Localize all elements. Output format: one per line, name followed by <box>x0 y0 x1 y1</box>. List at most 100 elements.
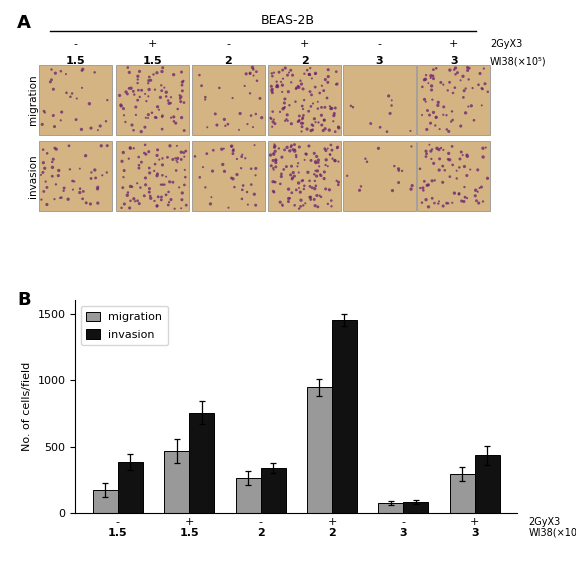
Point <box>419 186 428 195</box>
Text: +: + <box>449 39 458 49</box>
Point <box>128 87 138 96</box>
Point <box>424 79 433 88</box>
Point <box>323 199 332 208</box>
Point <box>320 115 329 124</box>
Point <box>313 158 323 167</box>
Point <box>394 178 403 187</box>
Point <box>122 87 131 97</box>
Point <box>376 123 385 132</box>
Text: 3: 3 <box>471 528 479 538</box>
Point <box>468 83 477 93</box>
Point <box>125 68 134 77</box>
Point <box>281 116 290 126</box>
Point <box>207 193 216 202</box>
Point <box>61 69 70 79</box>
Point <box>126 83 135 93</box>
Point <box>48 163 57 172</box>
Point <box>161 190 170 199</box>
Point <box>459 197 468 206</box>
Point <box>120 199 129 208</box>
Point <box>116 100 126 109</box>
Point <box>168 178 177 187</box>
Point <box>268 186 278 196</box>
Point <box>276 172 286 181</box>
Point <box>283 116 292 126</box>
Point <box>321 75 330 84</box>
Point <box>181 200 191 210</box>
Point <box>247 164 256 173</box>
Point <box>317 120 327 130</box>
Point <box>150 196 159 206</box>
Point <box>313 202 323 211</box>
Point <box>78 65 88 74</box>
Point <box>67 89 77 98</box>
Point <box>197 81 206 90</box>
Point <box>343 171 352 181</box>
Point <box>427 145 437 154</box>
Point <box>153 201 162 210</box>
Point <box>463 151 472 160</box>
Point <box>291 151 301 160</box>
Point <box>133 196 142 206</box>
Point <box>320 174 329 183</box>
Point <box>300 181 309 190</box>
Point <box>298 113 308 122</box>
Point <box>124 154 134 163</box>
Point <box>438 201 448 211</box>
Point <box>451 63 460 72</box>
Point <box>297 119 306 128</box>
Point <box>269 115 278 124</box>
Point <box>144 110 153 119</box>
Point <box>266 113 275 122</box>
Point <box>158 171 167 180</box>
Point <box>126 144 135 153</box>
Point <box>191 152 200 161</box>
Point <box>453 68 462 77</box>
Point <box>77 66 86 75</box>
Point <box>55 193 65 203</box>
Point <box>424 180 433 189</box>
Point <box>285 101 294 110</box>
Text: -: - <box>226 39 230 49</box>
Bar <box>116 65 189 135</box>
Point <box>137 86 146 95</box>
Point <box>238 181 248 190</box>
Bar <box>268 65 341 135</box>
Point <box>456 122 465 131</box>
Point <box>427 85 436 94</box>
Point <box>448 198 457 207</box>
Point <box>118 183 127 192</box>
Point <box>245 69 255 78</box>
Point <box>145 163 154 173</box>
Point <box>162 92 171 101</box>
Point <box>298 175 308 185</box>
Point <box>134 152 143 162</box>
Point <box>314 118 323 127</box>
Point <box>407 185 416 194</box>
Point <box>267 161 276 170</box>
Point <box>141 89 150 98</box>
Point <box>241 153 250 163</box>
Point <box>475 69 484 78</box>
Point <box>460 182 469 192</box>
Point <box>295 111 304 120</box>
Point <box>320 102 329 112</box>
Point <box>150 85 160 94</box>
Point <box>294 204 304 213</box>
Point <box>157 112 166 122</box>
Point <box>282 142 291 152</box>
Point <box>454 163 464 172</box>
Point <box>448 142 457 151</box>
Point <box>314 155 323 164</box>
Point <box>230 182 239 192</box>
Point <box>307 90 316 100</box>
Point <box>165 177 175 186</box>
Point <box>431 64 441 73</box>
Bar <box>343 65 416 135</box>
Point <box>458 93 468 102</box>
Point <box>85 99 94 108</box>
Point <box>426 146 435 156</box>
Point <box>271 178 280 187</box>
Point <box>421 75 430 84</box>
Point <box>280 145 289 155</box>
